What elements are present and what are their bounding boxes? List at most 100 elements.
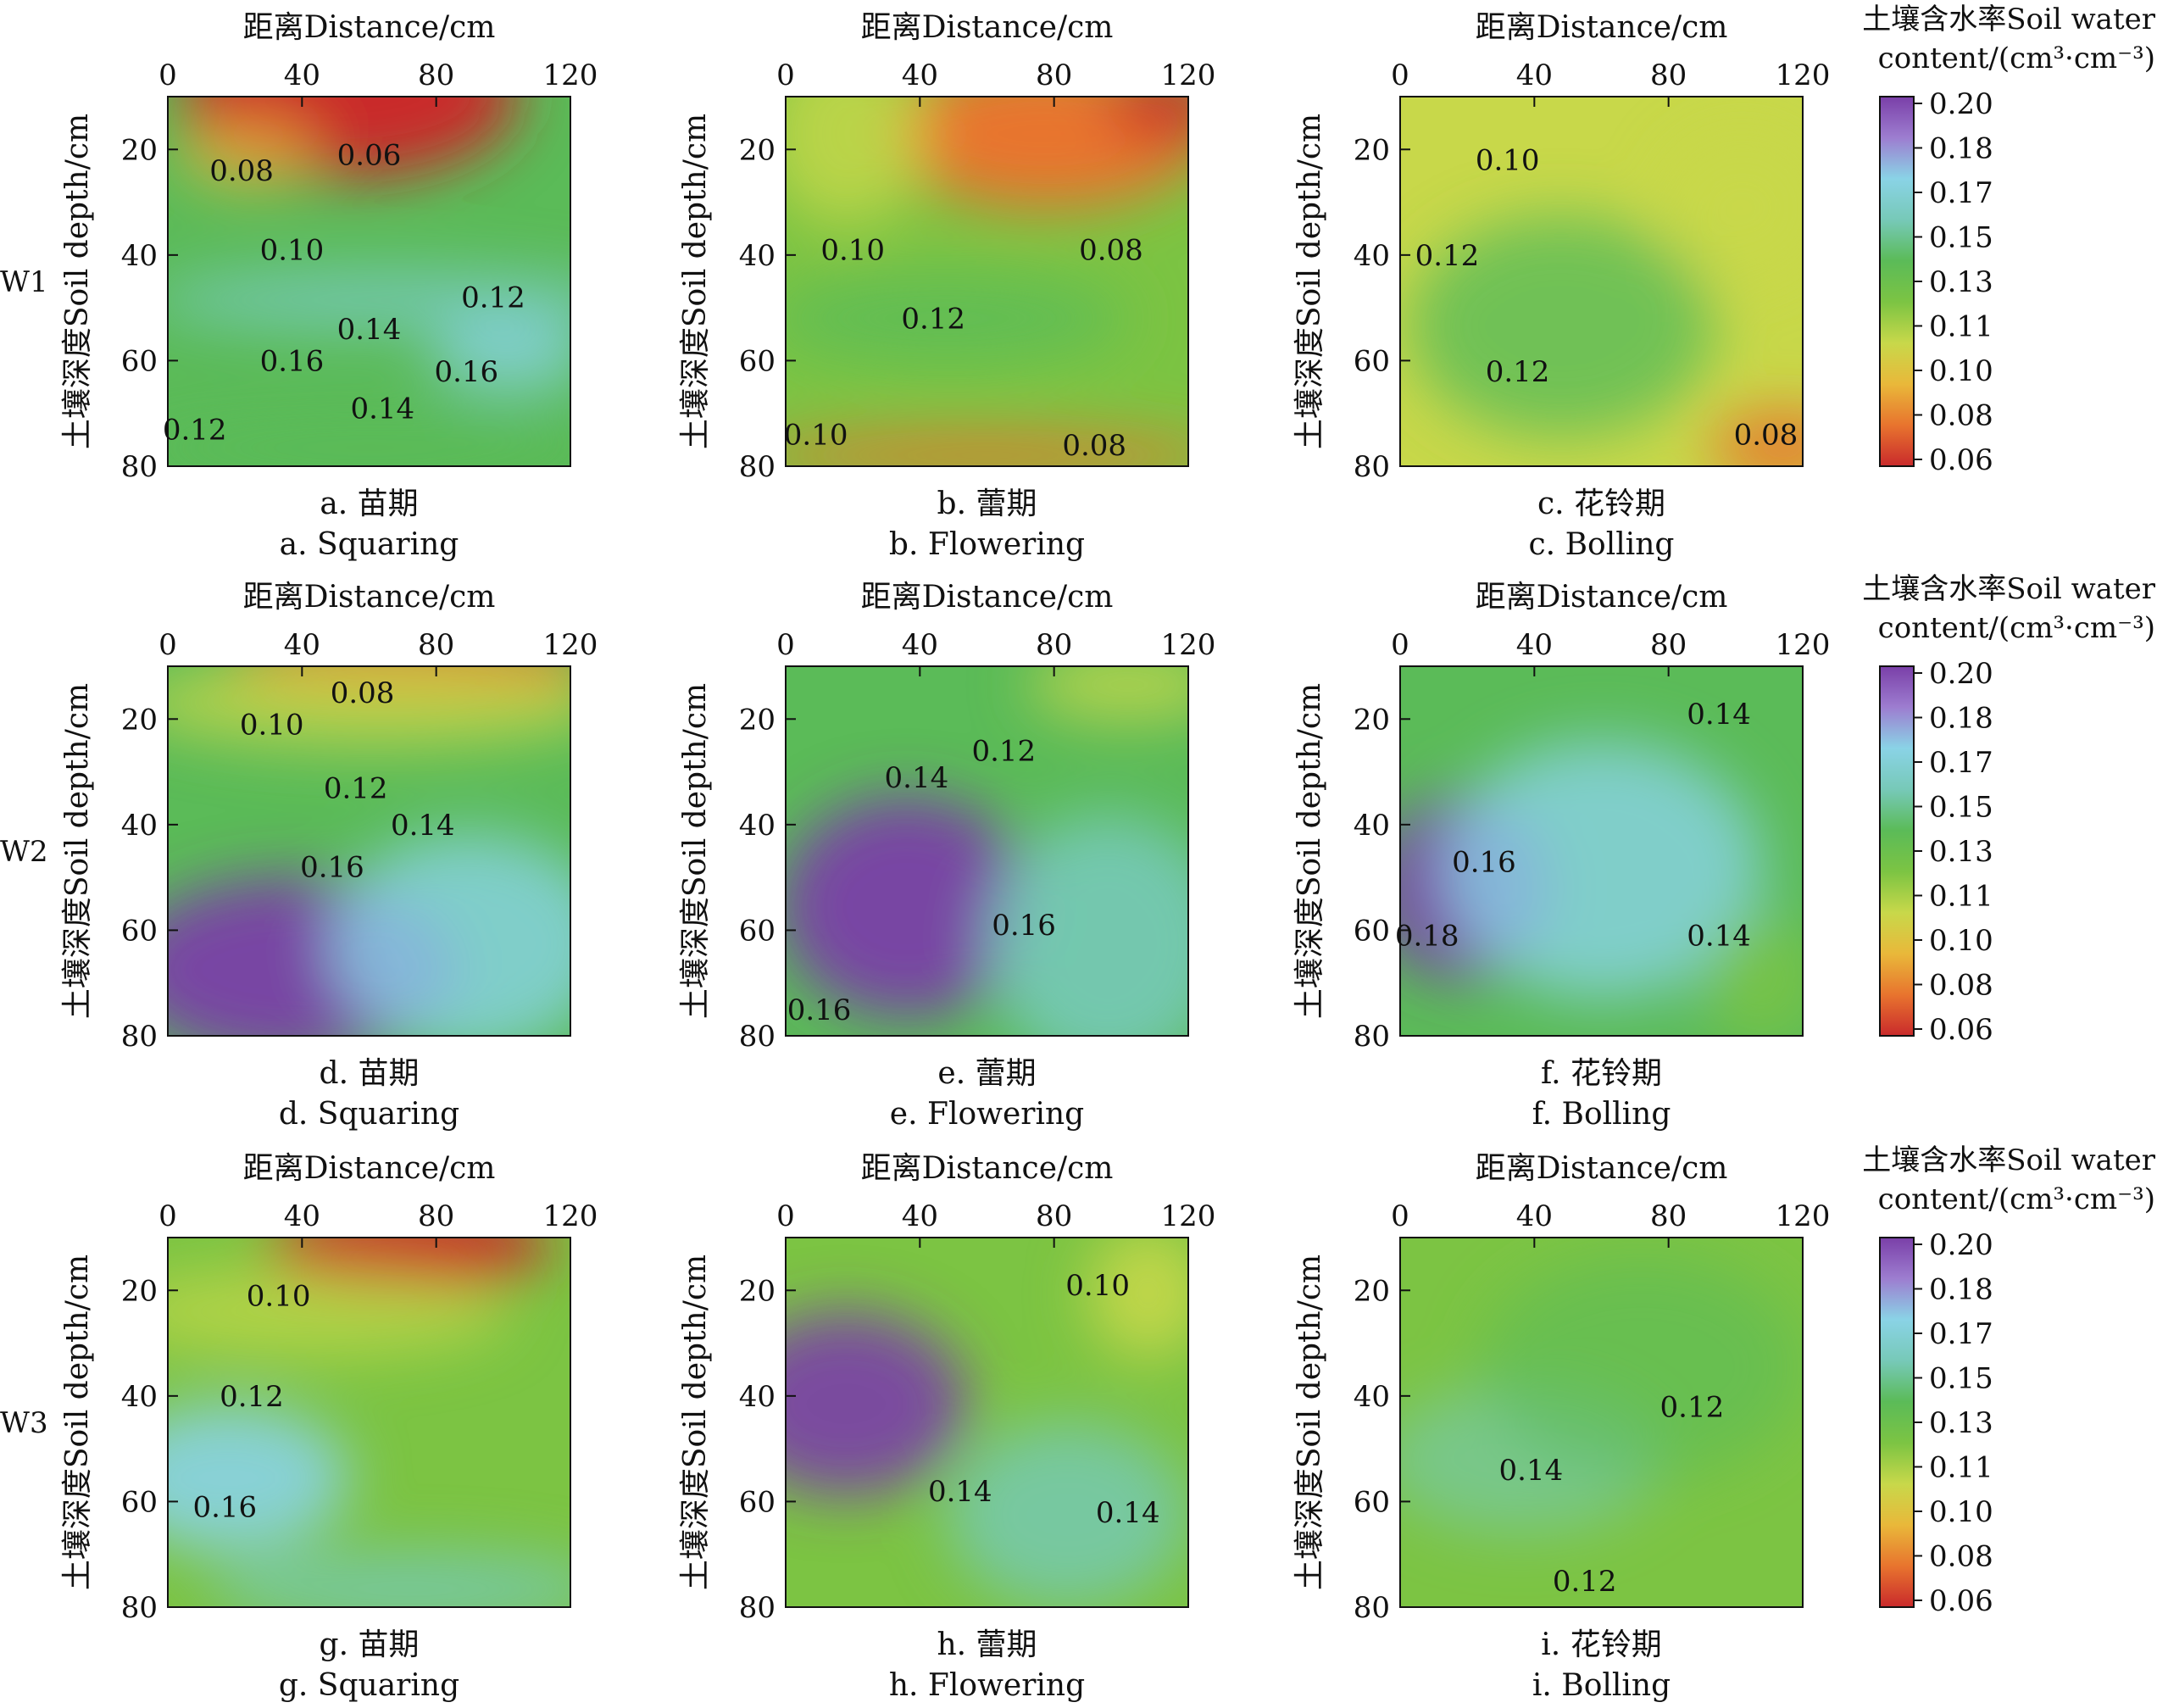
y-tick-label: 20 <box>1354 703 1390 737</box>
field-region <box>786 795 1036 1018</box>
contour-label: 0.16 <box>1452 845 1516 879</box>
panel-caption-en: d. Squaring <box>279 1097 459 1132</box>
panel-caption-cn: g. 苗期 <box>320 1627 420 1662</box>
panel-caption-en: a. Squaring <box>280 527 459 562</box>
y-tick-label: 40 <box>1354 809 1390 843</box>
x-tick-label: 120 <box>1776 1199 1831 1233</box>
contour-label: 0.14 <box>1687 920 1751 954</box>
panel-caption-cn: f. 花铃期 <box>1541 1056 1662 1091</box>
x-tick-label: 80 <box>1036 628 1072 662</box>
contour-label: 0.12 <box>1553 1565 1617 1599</box>
colorbar-tick-label: 0.11 <box>1929 880 1993 914</box>
panel-h: 距离Distance/cm 0 40 80 120 20 40 60 80 土壤深度Soil de… <box>678 1151 1215 1703</box>
contour-label: 0.12 <box>1415 239 1480 273</box>
panel-a: 距离Distance/cm 0 40 80 120 20 40 60 80 土壤深度Soil de… <box>60 10 598 562</box>
y-tick-label: 60 <box>739 344 776 378</box>
field-region <box>329 832 570 1036</box>
contour-label: 0.14 <box>885 761 949 795</box>
contour-label: 0.14 <box>1096 1496 1160 1530</box>
colorbar-tick-label: 0.20 <box>1929 657 1993 691</box>
panel-caption-cn: e. 蕾期 <box>937 1056 1036 1091</box>
plot-frame <box>785 96 1189 467</box>
x-tick-label: 0 <box>158 58 177 92</box>
y-axis-title: 土壤深度Soil depth/cm <box>60 1255 95 1590</box>
row-label-w1: W1 <box>0 265 48 299</box>
contour-label: 0.10 <box>1065 1269 1130 1303</box>
x-axis-title: 距离Distance/cm <box>1476 10 1728 45</box>
field-region <box>1481 1255 1803 1478</box>
field-region <box>1087 1238 1188 1360</box>
x-tick-label: 40 <box>284 58 320 92</box>
y-axis-title: 土壤深度Soil depth/cm <box>60 114 95 449</box>
colorbar-tick-label: 0.13 <box>1929 1406 1993 1440</box>
field-region <box>1702 914 1803 1036</box>
x-tick-label: 120 <box>1776 628 1831 662</box>
colorbar-ramp <box>1879 665 1915 1037</box>
field-region <box>429 318 570 392</box>
field-region <box>786 437 1188 466</box>
colorbar-tick-label: 0.13 <box>1929 835 1993 869</box>
y-tick-label: 60 <box>121 914 158 948</box>
y-axis-title: 土壤深度Soil depth/cm <box>1293 1255 1327 1590</box>
x-tick-label: 120 <box>543 58 598 92</box>
panel-caption-en: c. Bolling <box>1529 527 1675 562</box>
contour-field <box>168 1238 570 1607</box>
colorbar-tick-label: 0.08 <box>1929 969 1993 1003</box>
contour-label: 0.08 <box>331 676 395 710</box>
x-tick-label: 120 <box>1161 58 1216 92</box>
colorbar-tick-label: 0.18 <box>1929 132 1993 166</box>
x-tick-label: 40 <box>1516 628 1553 662</box>
colorbar-units: content/(cm³·cm⁻³) <box>1878 611 2155 645</box>
y-tick-label: 20 <box>121 703 158 737</box>
x-tick-label: 80 <box>418 58 454 92</box>
contour-label: 0.12 <box>1660 1390 1725 1424</box>
y-tick-label: 40 <box>739 239 776 273</box>
panel-d: 距离Distance/cm 0 40 80 120 20 40 60 80 土壤深度Soil de… <box>60 580 598 1132</box>
contour-label: 0.10 <box>240 709 304 743</box>
contour-label: 0.18 <box>1395 920 1459 954</box>
contour-label: 0.12 <box>163 413 227 447</box>
colorbar-tick-label: 0.15 <box>1929 221 1993 255</box>
field-region <box>1027 666 1188 722</box>
colorbar-tick-label: 0.15 <box>1929 1362 1993 1396</box>
colorbar-units: content/(cm³·cm⁻³) <box>1878 42 2155 75</box>
y-tick-label: 60 <box>121 1485 158 1519</box>
contour-label: 0.12 <box>901 303 965 337</box>
colorbar-tick-label: 0.06 <box>1929 1584 1993 1618</box>
contour-label: 0.10 <box>260 234 325 268</box>
x-axis-title: 距离Distance/cm <box>861 580 1114 615</box>
panel-caption-en: g. Squaring <box>279 1668 459 1703</box>
contour-label: 0.12 <box>461 281 525 315</box>
y-tick-label: 60 <box>739 914 776 948</box>
field-region <box>175 114 321 189</box>
field-region <box>987 814 1188 1036</box>
contour-label: 0.14 <box>1687 698 1751 732</box>
field-region <box>1108 97 1188 142</box>
plot-frame <box>167 1237 571 1608</box>
x-tick-label: 0 <box>158 1199 177 1233</box>
y-tick-label: 40 <box>121 809 158 843</box>
contour-field <box>1400 1238 1803 1607</box>
field-region <box>886 97 1188 208</box>
colorbar-units: content/(cm³·cm⁻³) <box>1878 1182 2155 1216</box>
x-tick-label: 0 <box>776 1199 795 1233</box>
field-region <box>786 274 1128 363</box>
x-tick-label: 40 <box>284 1199 320 1233</box>
x-tick-label: 80 <box>1036 1199 1072 1233</box>
contour-label: 0.14 <box>391 809 455 843</box>
x-tick-label: 80 <box>418 1199 454 1233</box>
y-tick-label: 80 <box>1354 450 1390 484</box>
y-tick-label: 20 <box>1354 133 1390 167</box>
field-region <box>168 1266 510 1356</box>
panel-caption-en: f. Bolling <box>1532 1097 1671 1132</box>
y-tick-label: 80 <box>739 450 776 484</box>
y-axis-title: 土壤深度Soil depth/cm <box>1293 114 1327 449</box>
y-tick-label: 60 <box>1354 914 1390 948</box>
y-tick-label: 20 <box>739 133 776 167</box>
field-region <box>208 1551 570 1607</box>
y-axis-title: 土壤深度Soil depth/cm <box>678 683 713 1019</box>
colorbar-tick-label: 0.06 <box>1929 1013 1993 1047</box>
plot-frame <box>167 665 571 1037</box>
x-tick-label: 80 <box>1650 1199 1687 1233</box>
contour-field <box>168 666 570 1036</box>
